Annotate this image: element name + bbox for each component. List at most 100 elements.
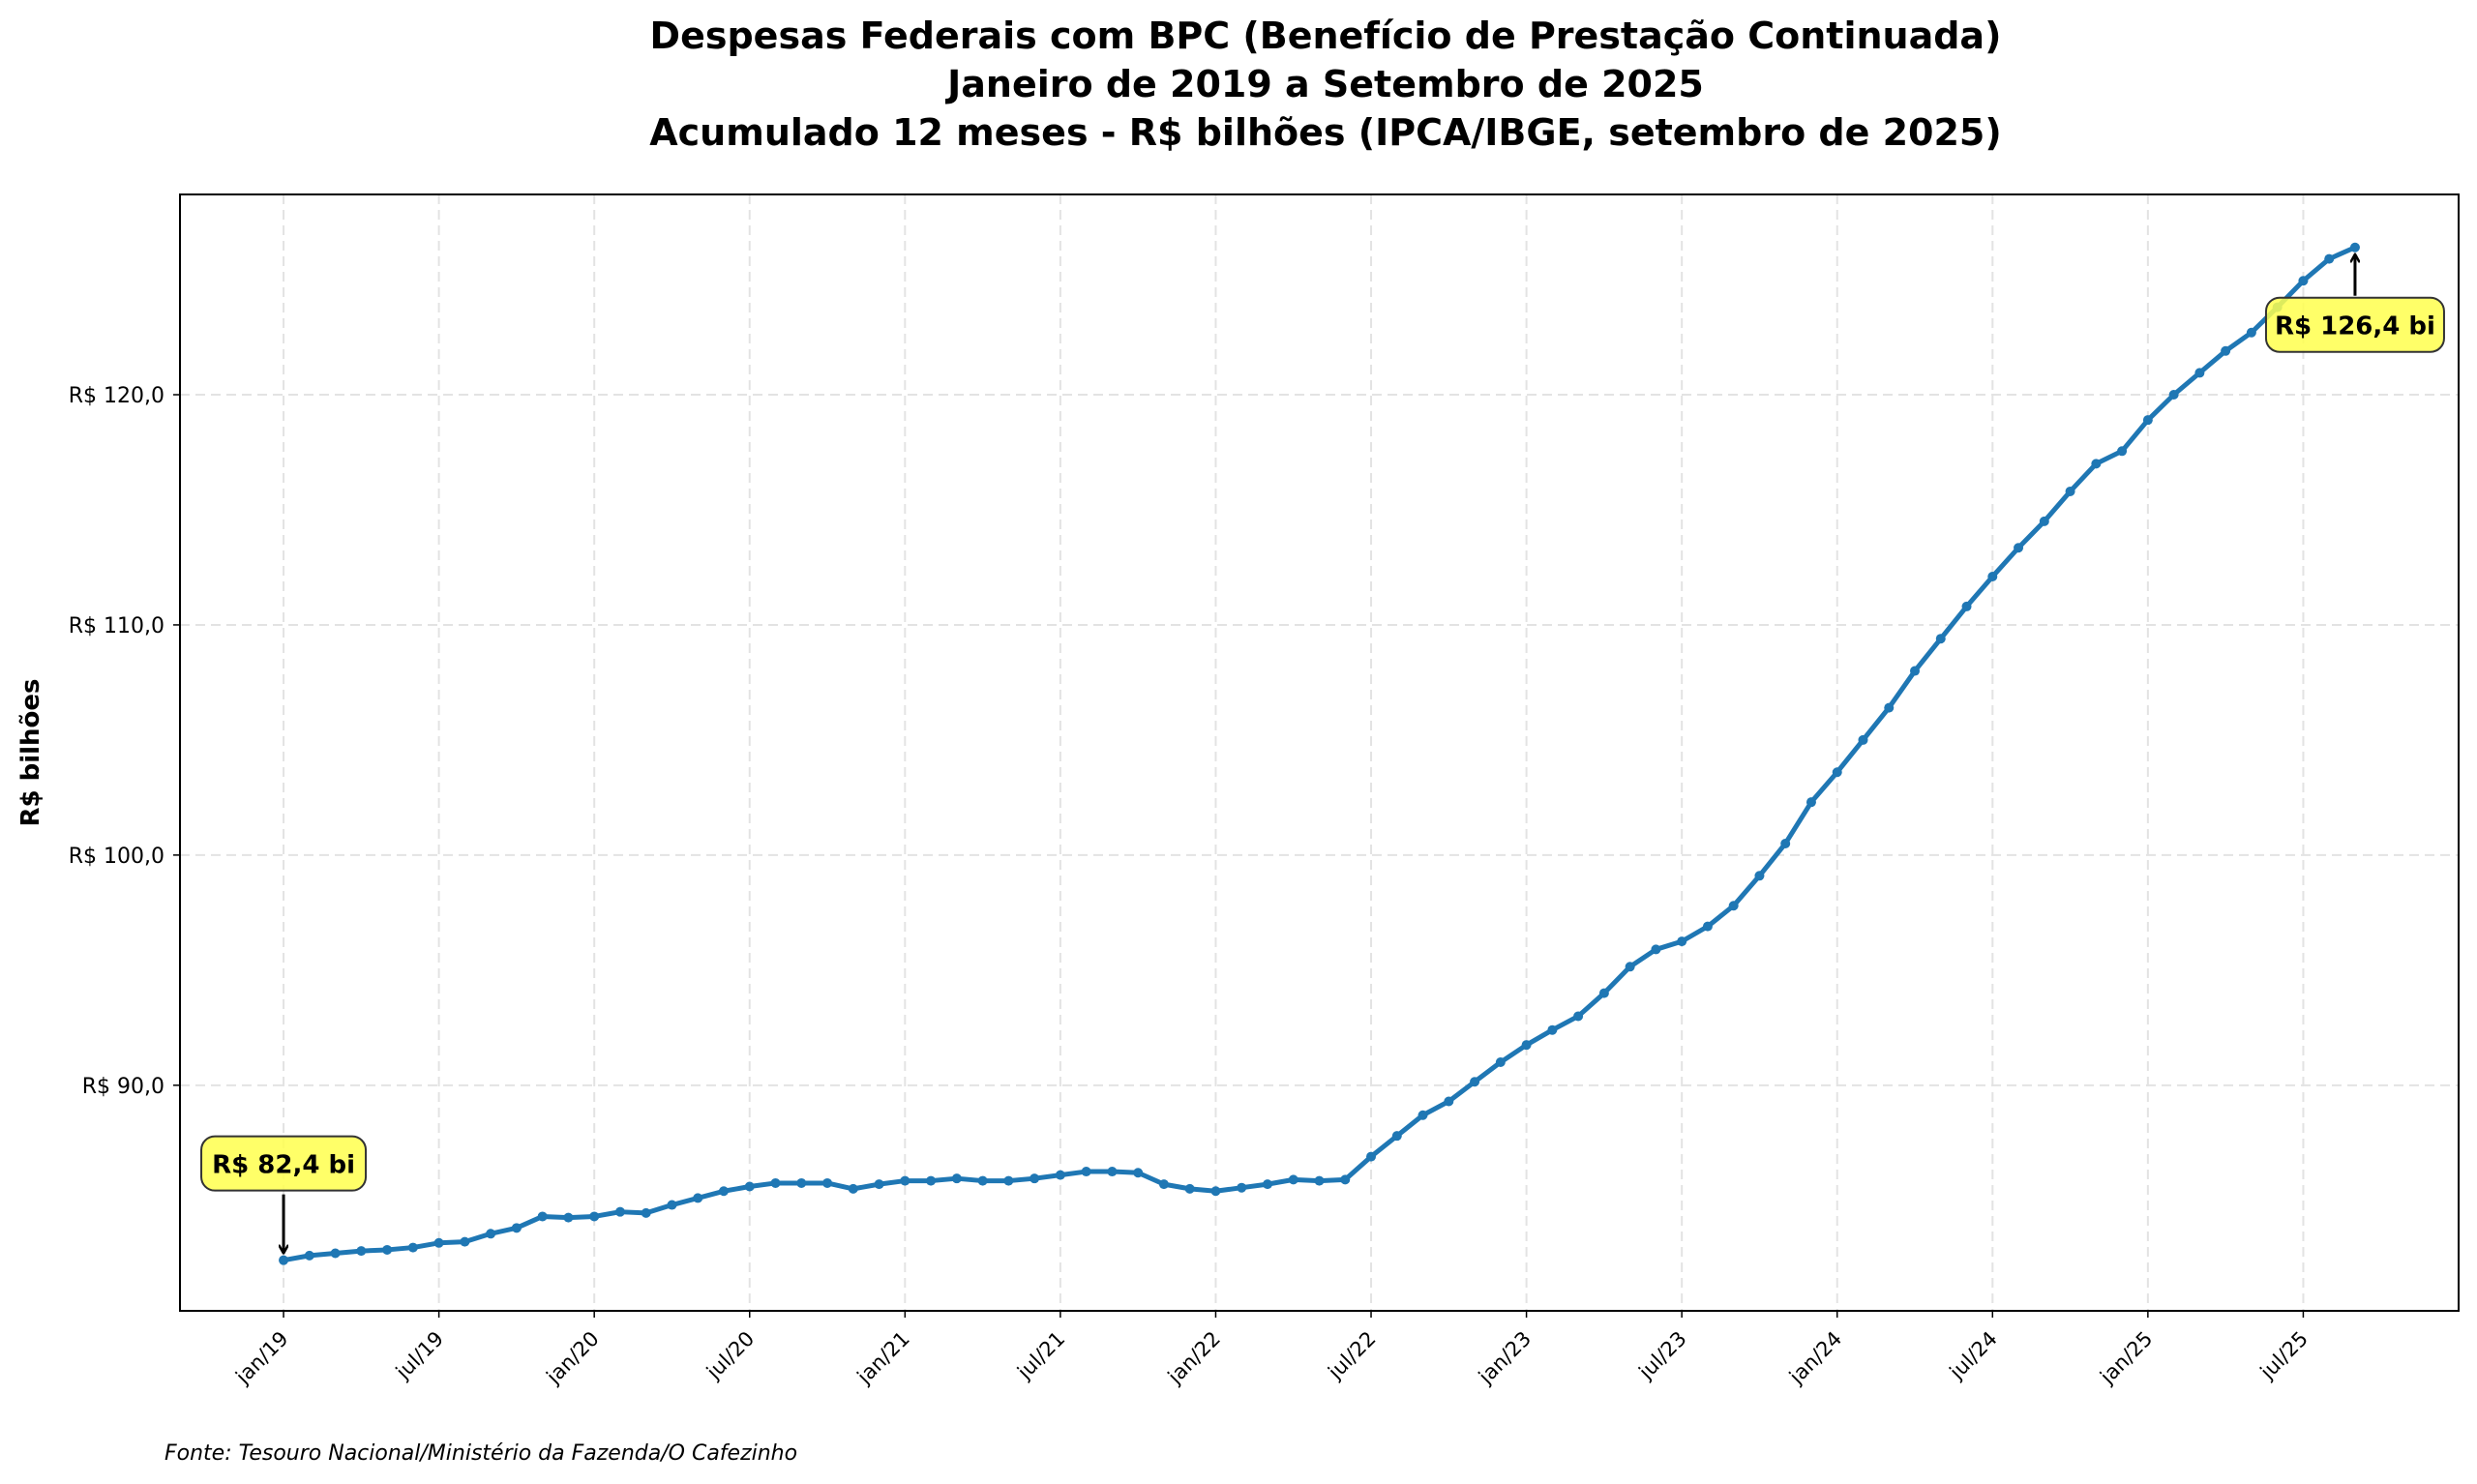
x-tick-label: jul/23 [1633, 1327, 1690, 1384]
data-point [330, 1248, 341, 1259]
data-point [2039, 516, 2049, 526]
chart-title: Despesas Federais com BPC (Benefício de … [649, 15, 2002, 154]
data-point [1728, 901, 1739, 911]
data-point [1598, 988, 1609, 998]
data-point [1158, 1179, 1169, 1190]
data-point [1003, 1175, 1014, 1186]
data-point [1418, 1110, 1428, 1120]
data-point [356, 1246, 367, 1257]
data-point [1625, 962, 1635, 972]
data-point [2298, 276, 2309, 286]
x-tick-label: jan/21 [852, 1327, 914, 1389]
x-tick-label: jan/23 [1474, 1327, 1536, 1389]
data-point [537, 1211, 548, 1222]
data-point [2246, 327, 2256, 338]
y-axis-label: R$ bilhões [16, 678, 45, 826]
title-line: Despesas Federais com BPC (Benefício de … [650, 15, 2002, 57]
data-point [511, 1223, 522, 1233]
x-tick-label: jul/21 [1012, 1327, 1069, 1384]
data-point [1521, 1040, 1532, 1051]
data-point [1184, 1183, 1195, 1194]
data-point [1470, 1077, 1480, 1087]
x-tick-label: jul/19 [391, 1327, 448, 1384]
data-point [1651, 944, 1661, 955]
x-tick-label: jul/20 [701, 1327, 759, 1384]
x-tick-label: jul/22 [1323, 1327, 1380, 1384]
data-point [1806, 797, 1816, 808]
data-point [1081, 1167, 1091, 1177]
annotation-box [2264, 296, 2445, 353]
data-point [2194, 368, 2205, 378]
data-point [1547, 1024, 1558, 1035]
data-point [2142, 415, 2153, 426]
axes: R$ 90,0 R$ 100,0 R$ 110,0 R$ 120,0 jan/19 jul… [69, 193, 2460, 1389]
data-point [2117, 446, 2128, 457]
annotation-box [200, 1135, 368, 1192]
data-point [304, 1250, 314, 1261]
x-tick-label: jul/24 [1945, 1327, 2002, 1384]
data-point [2014, 543, 2024, 553]
data-point [1780, 838, 1791, 848]
annotation-label: R$ 82,4 bi [212, 1151, 355, 1180]
data-point [1314, 1175, 1325, 1186]
data-point [1573, 1011, 1584, 1022]
data-point [693, 1193, 703, 1203]
data-point [382, 1244, 393, 1255]
data-point [1210, 1186, 1221, 1197]
data-point [874, 1179, 884, 1190]
data-point [1961, 601, 1972, 611]
data-point [796, 1177, 807, 1188]
data-point [1262, 1179, 1272, 1190]
data-point [1366, 1151, 1377, 1162]
data-point [1444, 1096, 1454, 1107]
data-point [486, 1229, 496, 1239]
data-point [2168, 390, 2179, 401]
data-point [718, 1186, 729, 1197]
x-tick-label: jan/22 [1163, 1327, 1225, 1389]
data-point [1702, 921, 1713, 932]
data-points [279, 242, 2360, 1265]
annotations: R$ 82,4 bi R$ 126,4 bi [200, 255, 2445, 1253]
data-point [951, 1173, 962, 1184]
data-point [1288, 1174, 1298, 1185]
data-point [2091, 459, 2102, 469]
data-point [926, 1175, 937, 1186]
x-tick-label: jan/25 [2095, 1327, 2157, 1389]
data-point [614, 1206, 625, 1217]
data-point [641, 1207, 651, 1218]
data-point [2349, 242, 2360, 252]
data-point [1237, 1182, 1247, 1193]
data-point [977, 1175, 988, 1186]
data-point [1987, 571, 1998, 581]
data-point [744, 1181, 755, 1192]
data-point [900, 1175, 910, 1186]
x-tick-label: jan/20 [542, 1327, 604, 1389]
data-point [2324, 253, 2335, 264]
data-point [1107, 1167, 1118, 1177]
x-tick-label: jul/25 [2255, 1327, 2313, 1384]
data-point [1910, 666, 1921, 676]
data-point [1677, 936, 1687, 947]
data-point [1030, 1173, 1040, 1184]
data-point [1935, 634, 1946, 644]
source-note: Fonte: Tesouro Nacional/Ministério da Fa… [164, 1441, 797, 1466]
annotation-label: R$ 126,4 bi [2275, 312, 2435, 341]
data-point [1055, 1170, 1065, 1180]
y-tick-label: R$ 100,0 [69, 845, 164, 869]
data-point [2221, 345, 2231, 356]
y-tick-label: R$ 90,0 [82, 1075, 164, 1099]
data-point [433, 1237, 444, 1248]
data-point [1858, 734, 1868, 745]
x-tick-label: jan/19 [230, 1327, 292, 1389]
data-point [460, 1236, 470, 1247]
data-point [1832, 767, 1842, 778]
data-point [1884, 702, 1895, 713]
data-point [770, 1177, 781, 1188]
data-point [407, 1242, 418, 1253]
data-point [822, 1177, 833, 1188]
data-point [589, 1211, 600, 1222]
title-line: Acumulado 12 meses - R$ bilhões (IPCA/IB… [649, 111, 2002, 154]
data-point [1391, 1131, 1402, 1142]
plot-frame [179, 193, 2460, 1312]
data-point [279, 1255, 289, 1265]
